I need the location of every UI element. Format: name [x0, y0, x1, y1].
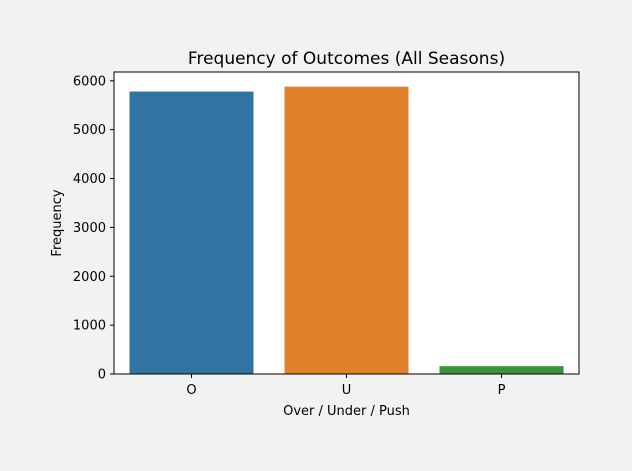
bar-o: [129, 91, 254, 374]
x-tick-label: O: [186, 383, 196, 398]
y-tick-label: 5000: [73, 123, 106, 138]
plot-frame: [113, 71, 580, 375]
y-tick-label: 4000: [73, 172, 106, 187]
y-tick-label: 0: [98, 368, 106, 383]
x-tick-label: P: [498, 383, 506, 398]
x-axis-label: Over / Under / Push: [283, 404, 410, 419]
y-tick-label: 6000: [73, 74, 106, 89]
bar-u: [284, 86, 409, 375]
chart-title: Frequency of Outcomes (All Seasons): [188, 49, 505, 69]
x-tick-label: U: [342, 383, 352, 398]
y-tick-label: 3000: [73, 221, 106, 236]
y-tick-label: 1000: [73, 319, 106, 334]
y-tick-label: 2000: [73, 270, 106, 285]
bar-p: [439, 366, 564, 374]
y-axis-label: Frequency: [50, 189, 65, 256]
